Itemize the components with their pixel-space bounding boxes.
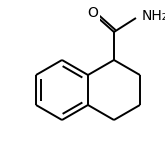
Text: NH₂: NH₂ — [142, 9, 165, 23]
Text: O: O — [87, 6, 98, 20]
